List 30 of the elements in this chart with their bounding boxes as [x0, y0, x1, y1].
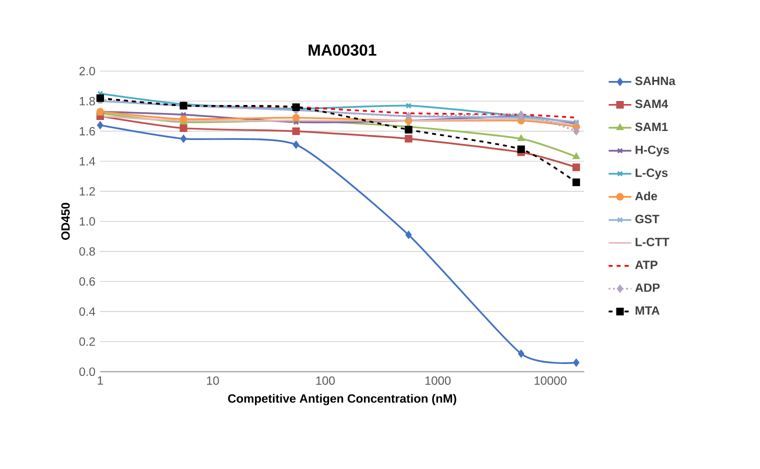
x-tick-label: 10000 — [534, 376, 566, 385]
x-axis-title: Competitive Antigen Concentration (nM) — [228, 394, 456, 406]
legend-label: GST — [635, 214, 660, 224]
y-axis-title: OD450 — [61, 202, 70, 240]
y-tick-label: 2.0 — [79, 66, 96, 76]
legend-label: ADP — [635, 284, 660, 292]
y-tick-label: 1.8 — [80, 96, 95, 106]
y-tick-label: 1.4 — [80, 157, 96, 166]
legend-label: H-Cys — [636, 146, 669, 156]
y-tick-label: 0.4 — [79, 307, 96, 316]
legend-label: Ade — [635, 192, 658, 200]
y-tick-label: 0.2 — [79, 337, 95, 346]
y-tick-label: 0.0 — [79, 368, 96, 376]
legend-label: SAM4 — [635, 100, 668, 108]
legend-label: L-Cys — [636, 168, 668, 180]
x-tick-label: 1000 — [425, 376, 451, 385]
y-tick-label: 1.0 — [80, 217, 96, 226]
y-tick-label: 1.2 — [80, 187, 95, 196]
chart-title: MA00301 — [308, 44, 376, 56]
x-tick-label: 10 — [206, 376, 219, 385]
y-tick-label: 0.8 — [79, 247, 95, 256]
legend-label: ATP — [635, 260, 658, 270]
legend-label: SAM1 — [635, 122, 668, 132]
x-tick-label: 100 — [316, 376, 335, 385]
y-tick-label: 0.6 — [79, 277, 95, 286]
legend-label: MTA — [636, 306, 660, 315]
legend-label: SAHNa — [635, 76, 676, 86]
y-tick-label: 1.6 — [80, 127, 95, 136]
x-tick-label: 1 — [98, 376, 103, 385]
legend-label: L-CTT — [636, 238, 670, 246]
